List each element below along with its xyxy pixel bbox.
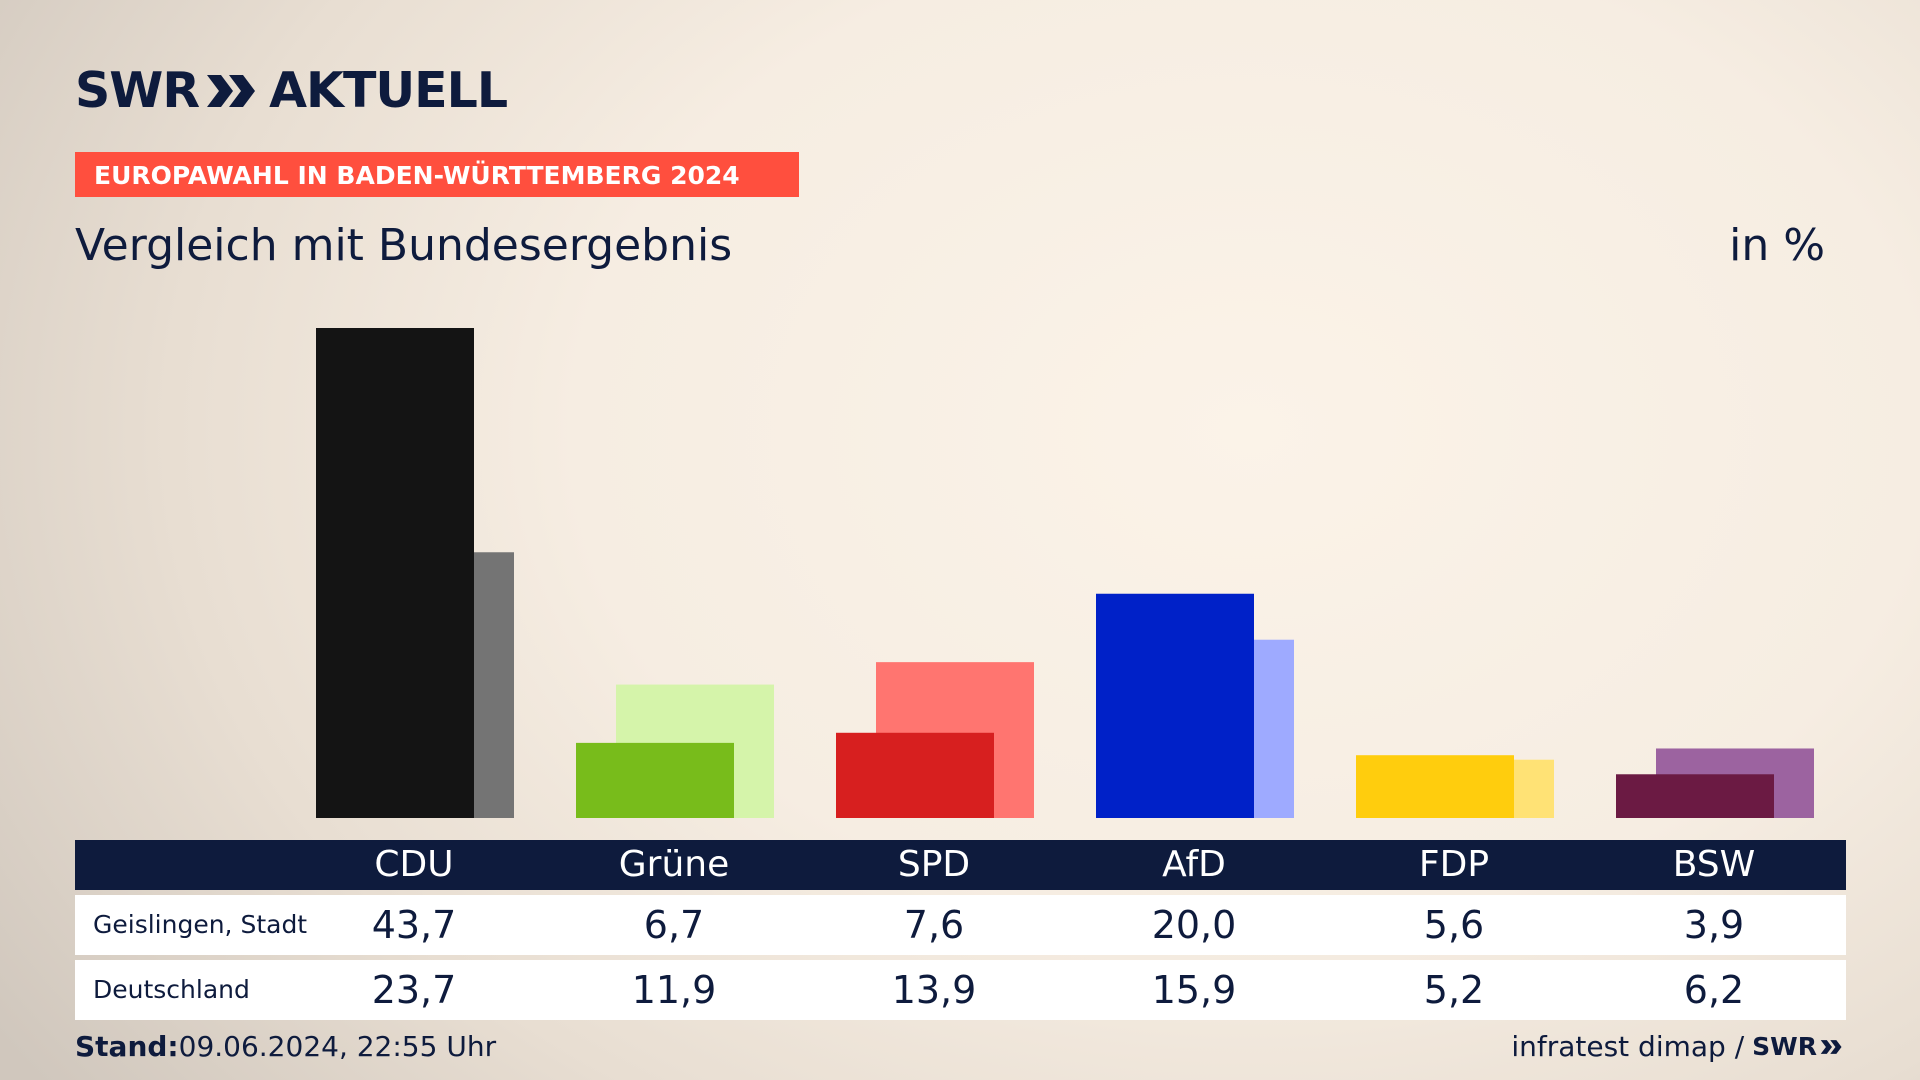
row-label: Deutschland [93,975,250,1004]
logo-swr-text: SWR [75,62,200,119]
row-label: Geislingen, Stadt [93,910,308,939]
ribbon-text: EUROPAWAHL IN BADEN-WÜRTTEMBERG 2024 [94,161,740,190]
bar-local-spd [836,732,994,818]
result-cell: 15,9 [1151,968,1237,1012]
bar-local-cdu [316,328,474,818]
result-cell: 6,7 [643,903,705,947]
result-cell: 7,6 [903,903,965,947]
election-ribbon: EUROPAWAHL IN BADEN-WÜRTTEMBERG 2024 [75,152,799,197]
source-text: infratest dimap / [1511,1030,1745,1063]
swr-small-text: SWR [1752,1032,1817,1061]
bar-local-afd [1096,593,1254,818]
chart-title: Vergleich mit Bundesergebnis [75,220,733,271]
bar-local-bsw [1616,774,1774,818]
party-header-grne: Grüne [618,844,730,885]
stand-label: Stand: [75,1030,179,1063]
double-chevron-icon [1820,1039,1842,1054]
result-cell: 23,7 [371,968,457,1012]
party-header-cdu: CDU [374,844,454,885]
result-cell: 11,9 [631,968,717,1012]
result-cell: 5,6 [1423,903,1485,947]
result-cell: 5,2 [1423,968,1485,1012]
swr-small-logo: SWR [1752,1032,1845,1061]
results-table: CDU Grüne SPD AfD FDP BSW Geislingen, Stadt 4… [75,840,1846,1020]
result-cell: 43,7 [371,903,457,947]
party-header-afd: AfD [1162,844,1226,885]
result-cell: 20,0 [1151,903,1237,947]
table-header-row: CDU Grüne SPD AfD FDP BSW [75,840,1846,890]
party-header-spd: SPD [897,844,971,885]
party-header-bsw: BSW [1672,844,1756,885]
bar-chart [316,328,1814,818]
bar-local-grne [576,742,734,818]
result-cell: 6,2 [1683,968,1745,1012]
swr-aktuell-logo: SWR AKTUELL [75,62,508,119]
table-row-local: Geislingen, Stadt 43,7 6,7 7,6 20,0 5,6 3,9 [75,895,1846,955]
source-credit: infratest dimap / SWR [1511,1030,1845,1063]
result-cell: 13,9 [891,968,977,1012]
logo-aktuell-text: AKTUELL [269,62,508,119]
timestamp: Stand:09.06.2024, 22:55 Uhr [75,1030,496,1063]
party-header-fdp: FDP [1418,844,1490,885]
unit-label: in % [1729,220,1825,271]
double-chevron-icon [207,74,256,107]
result-cell: 3,9 [1683,903,1745,947]
bar-local-fdp [1356,755,1514,818]
table-row-national: Deutschland 23,7 11,9 13,9 15,9 5,2 6,2 [75,960,1846,1020]
stand-value: 09.06.2024, 22:55 Uhr [178,1030,497,1063]
